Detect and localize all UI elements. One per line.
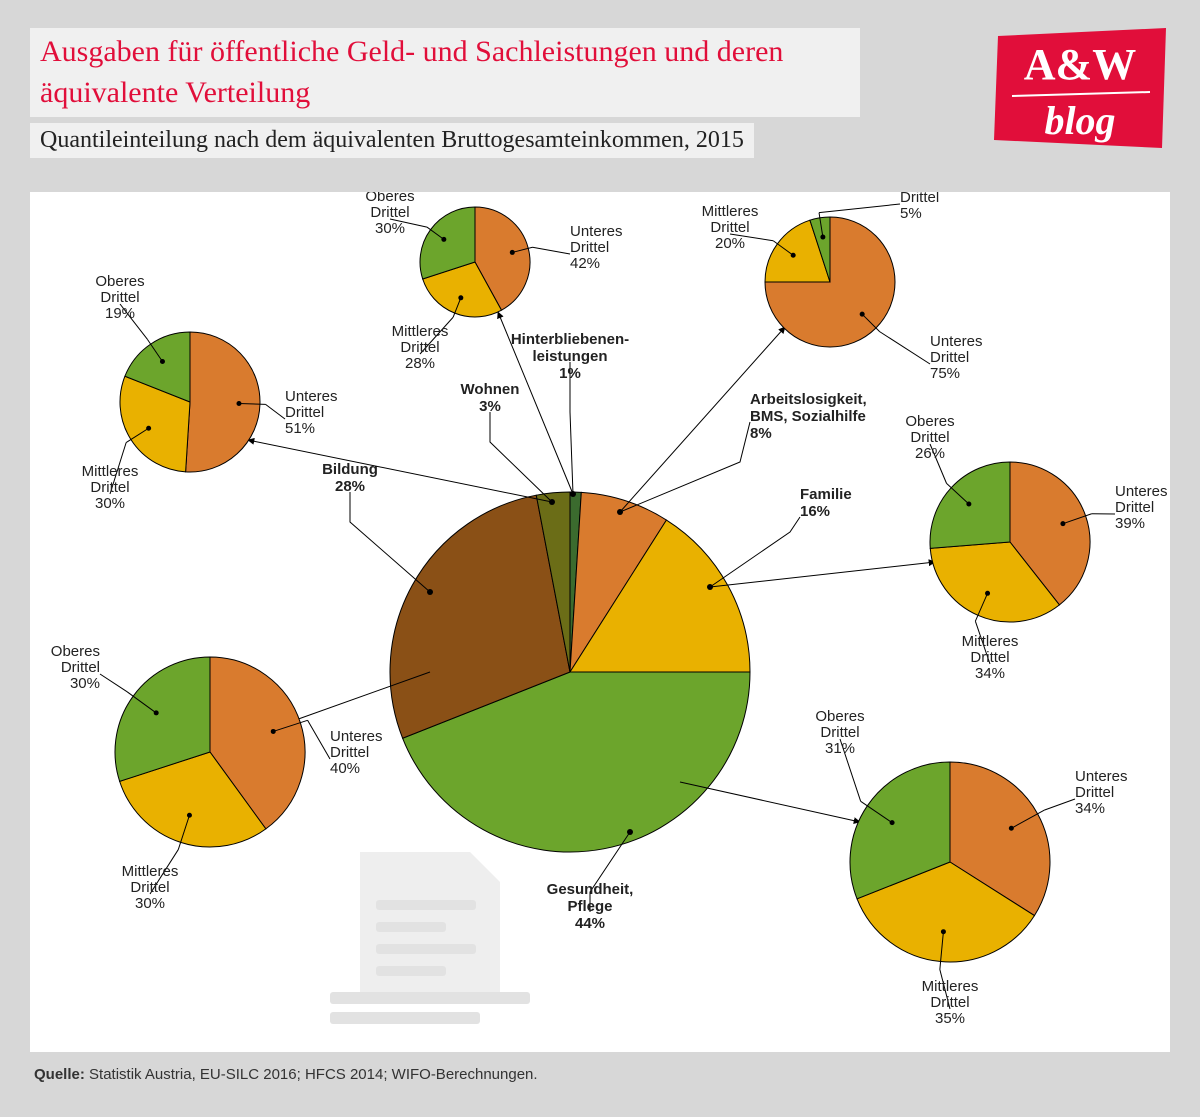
- title: Ausgaben für öffentliche Geld- und Sachl…: [30, 28, 860, 117]
- pie-slice-unteres: [186, 332, 260, 472]
- main-pie-label: Wohnen3%: [461, 381, 520, 415]
- pie-label: OberesDrittel31%: [815, 708, 864, 757]
- pie-label: UnteresDrittel40%: [330, 728, 383, 777]
- chart-area: Hinterbliebenen-leistungen1% Arbeitslosig…: [30, 192, 1170, 1052]
- leader-line: [680, 782, 860, 822]
- logo-line2: blog: [1044, 98, 1115, 143]
- logo-line1: A&W: [1024, 40, 1136, 89]
- pie-label: MittleresDrittel20%: [702, 203, 759, 252]
- main-pie-label: Familie16%: [800, 486, 852, 520]
- pie-label: OberesDrittel5%: [900, 192, 949, 222]
- pie-label: UnteresDrittel39%: [1115, 483, 1168, 532]
- footer-text: Statistik Austria, EU-SILC 2016; HFCS 20…: [89, 1066, 538, 1083]
- pie-label: OberesDrittel30%: [365, 192, 414, 237]
- main-pie-label: Hinterbliebenen-leistungen1%: [511, 331, 629, 382]
- pie-label: MittleresDrittel34%: [962, 633, 1019, 682]
- main-pie-label: Arbeitslosigkeit,BMS, Sozialhilfe8%: [750, 391, 867, 442]
- leader-line: [248, 440, 552, 502]
- pie-label: MittleresDrittel28%: [392, 323, 449, 372]
- pie-label: OberesDrittel26%: [905, 413, 954, 462]
- pie-label: OberesDrittel30%: [51, 643, 100, 692]
- pie-label: MittleresDrittel30%: [122, 863, 179, 912]
- main-pie-label: Bildung28%: [322, 461, 378, 495]
- pie-label: UnteresDrittel42%: [570, 223, 623, 272]
- footer: Quelle: Statistik Austria, EU-SILC 2016;…: [30, 1052, 1170, 1083]
- chart-svg: Hinterbliebenen-leistungen1% Arbeitslosig…: [30, 192, 1170, 1052]
- title-block: Ausgaben für öffentliche Geld- und Sachl…: [30, 28, 860, 158]
- pie-label: UnteresDrittel75%: [930, 333, 983, 382]
- pie-label: UnteresDrittel34%: [1075, 768, 1128, 817]
- subtitle: Quantileinteilung nach dem äquivalenten …: [30, 123, 754, 158]
- watermark-icon: [330, 852, 530, 1024]
- pie-label: MittleresDrittel30%: [82, 463, 139, 512]
- footer-label: Quelle:: [34, 1066, 85, 1083]
- pie-label: OberesDrittel19%: [95, 273, 144, 322]
- main-pie-label: Gesundheit,Pflege44%: [547, 881, 634, 932]
- leader-line: [710, 562, 935, 587]
- logo: A&W blog: [990, 24, 1170, 154]
- pie-label: MittleresDrittel35%: [922, 978, 979, 1027]
- pie-label: UnteresDrittel51%: [285, 388, 338, 437]
- header: Ausgaben für öffentliche Geld- und Sachl…: [30, 28, 1170, 188]
